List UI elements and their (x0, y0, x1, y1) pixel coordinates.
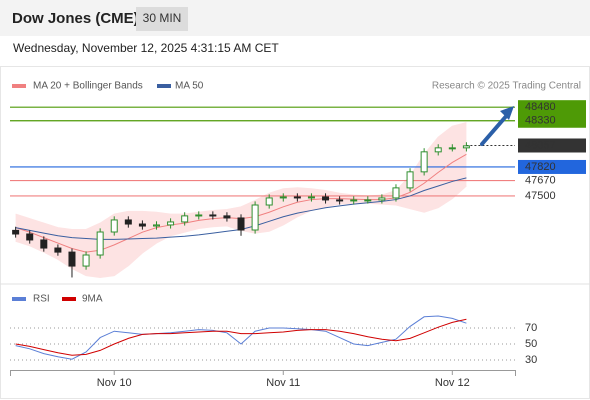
level-box (518, 138, 586, 153)
candle-body (209, 214, 217, 217)
candle-body (54, 247, 62, 253)
candle-body (124, 219, 132, 225)
forecast-arrow (480, 112, 510, 146)
candle-body (392, 187, 400, 199)
forecast-arrowhead (500, 106, 514, 120)
candle-body (462, 145, 470, 149)
candle-body (82, 254, 90, 267)
candle-body (279, 196, 287, 199)
candle-body (237, 217, 245, 231)
level-label: 47500 (525, 190, 556, 202)
candle-body (223, 215, 231, 219)
legend-swatch (157, 84, 171, 88)
level-label: 48057 (525, 139, 556, 151)
legend-label: MA 50 (175, 81, 204, 92)
bollinger-fill (15, 122, 467, 278)
interval-label[interactable]: 30 MIN (143, 11, 182, 25)
y-tick-label: 70 (525, 322, 537, 334)
candle-body (336, 199, 344, 202)
legend-swatch (12, 84, 26, 88)
candle-body (167, 221, 175, 226)
candle-body (26, 233, 34, 241)
x-tick-label: Nov 12 (435, 377, 470, 389)
instrument-title: Dow Jones (CME) (12, 10, 139, 27)
level-label: 48330 (525, 115, 556, 127)
x-tick-label: Nov 10 (97, 377, 132, 389)
level-box (518, 159, 586, 174)
candle-body (181, 215, 189, 223)
rsi-panel: RSI 9MA 30 50 70 Nov 10 Nov 11 Nov 12 (10, 294, 537, 389)
y-tick-label: 30 (525, 354, 537, 366)
candle-body (307, 196, 315, 199)
candle-body (152, 224, 160, 227)
interval-button[interactable] (136, 7, 188, 31)
candle-body (406, 171, 414, 189)
level-label: 47820 (525, 161, 556, 173)
candle-body (448, 147, 456, 150)
bollinger-upper (15, 122, 467, 230)
legend-label: RSI (33, 294, 50, 305)
legend-swatch (62, 297, 76, 301)
candle-body (420, 151, 428, 173)
candle-body (265, 197, 273, 206)
candle-body (110, 219, 118, 233)
candle-body (195, 214, 203, 217)
candle-body (40, 239, 48, 249)
candle-body (138, 223, 146, 227)
legend-label: MA 20 + Bollinger Bands (33, 81, 143, 92)
timestamp: Wednesday, November 12, 2025 4:31:15 AM … (13, 41, 279, 55)
candle-body (364, 199, 372, 202)
candle-body (68, 251, 76, 267)
credit: Research © 2025 Trading Central (432, 81, 581, 92)
candle-body (96, 231, 104, 256)
candle-body (12, 229, 20, 235)
level-box (518, 100, 586, 115)
candle-body (378, 197, 386, 201)
candle-body (350, 199, 358, 202)
level-box (518, 113, 586, 128)
level-label: 47670 (525, 174, 556, 186)
indicator-line (15, 318, 467, 356)
x-tick-label: Nov 11 (266, 377, 300, 389)
legend-label: 9MA (82, 294, 103, 305)
candle-body (293, 196, 301, 199)
candle-body (434, 147, 442, 153)
header-bar (0, 0, 590, 36)
indicator-line (15, 315, 467, 360)
price-panel: MA 20 + Bollinger Bands MA 50 Research © 2… (10, 81, 586, 278)
y-tick-label: 50 (525, 338, 537, 350)
level-label: 48480 (525, 101, 556, 113)
candle-body (251, 204, 259, 231)
candle-body (322, 196, 330, 201)
legend-swatch (12, 297, 26, 301)
